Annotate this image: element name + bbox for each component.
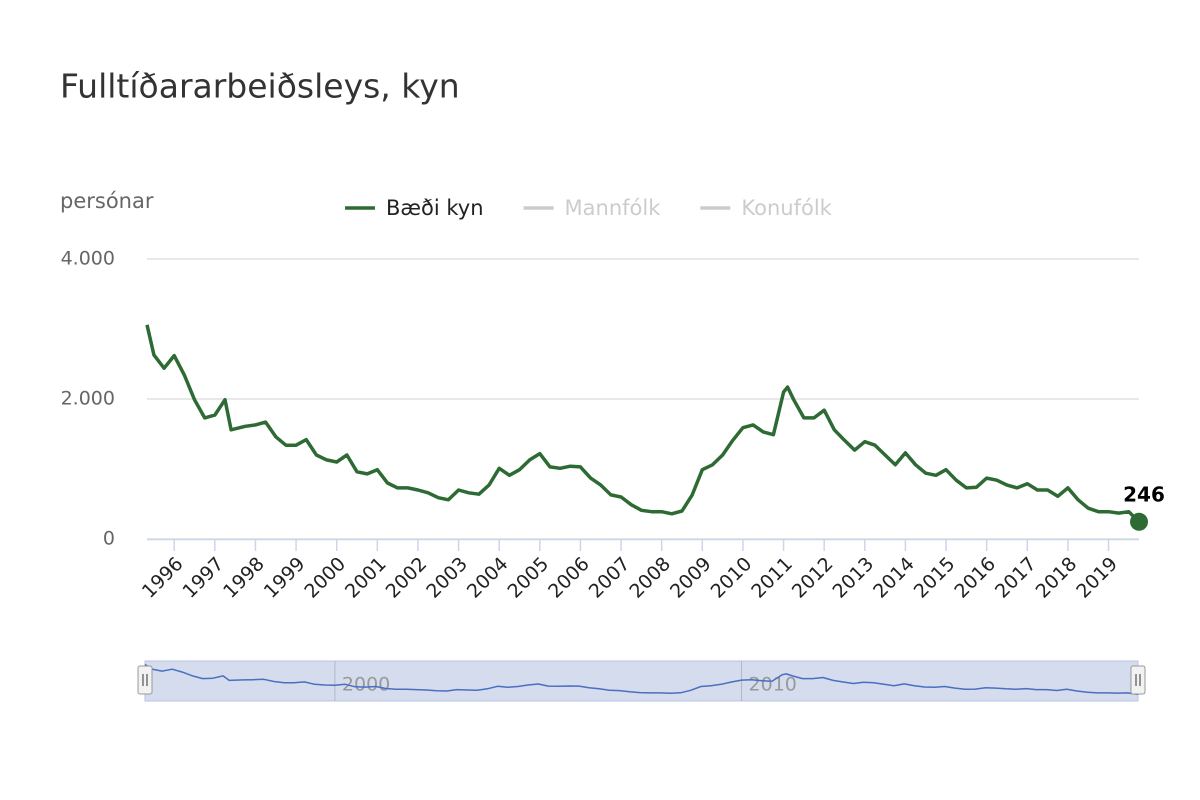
x-tick-label: 2009 [666,553,716,603]
x-tick-label: 2006 [544,553,594,603]
y-axis-label: persónar [60,189,154,213]
x-tick-label: 2017 [991,553,1041,603]
x-tick-label: 2018 [1032,553,1082,603]
last-point-marker [1130,512,1148,531]
x-tick-label: 1998 [219,553,269,603]
x-tick-label: 2003 [422,553,472,603]
x-tick-label: 2001 [341,553,391,603]
navigator-bg [144,660,1139,702]
x-tick-label: 2000 [300,553,350,603]
chart-title: Fulltíðararbeiðsleys, kyn [60,67,460,106]
legend-label[interactable]: Mannfólk [565,196,662,220]
x-tick-label: 2015 [910,553,960,603]
y-tick-label: 2.000 [61,388,115,410]
x-tick-label: 2010 [707,553,757,603]
x-tick-label: 2014 [869,553,919,603]
x-tick-label: 2019 [1072,553,1122,603]
y-tick-label: 0 [103,528,115,550]
legend-label[interactable]: Konufólk [741,196,832,220]
x-tick-label: 1997 [179,553,229,603]
navigator-label: 2010 [749,674,797,696]
x-tick-label: 2011 [747,553,797,603]
x-tick-label: 2013 [828,553,878,603]
x-tick-label: 2004 [463,553,513,603]
x-tick-label: 2002 [382,553,432,603]
navigator-label: 2000 [342,674,390,696]
legend-label[interactable]: Bæði kyn [386,196,484,220]
x-tick-label: 1999 [260,553,310,603]
navigator-handle[interactable] [137,665,153,695]
x-tick-label: 2012 [788,553,838,603]
x-tick-label: 2008 [625,553,675,603]
navigator-line [144,663,1139,696]
x-tick-label: 2005 [503,553,553,603]
x-tick-label: 2007 [585,553,635,603]
series-line [145,324,1141,524]
y-tick-label: 4.000 [61,248,115,270]
x-tick-label: 2016 [950,553,1000,603]
data-label: 246 [1123,482,1165,506]
x-tick-label: 1996 [138,553,188,603]
navigator-handle[interactable] [1130,665,1146,695]
